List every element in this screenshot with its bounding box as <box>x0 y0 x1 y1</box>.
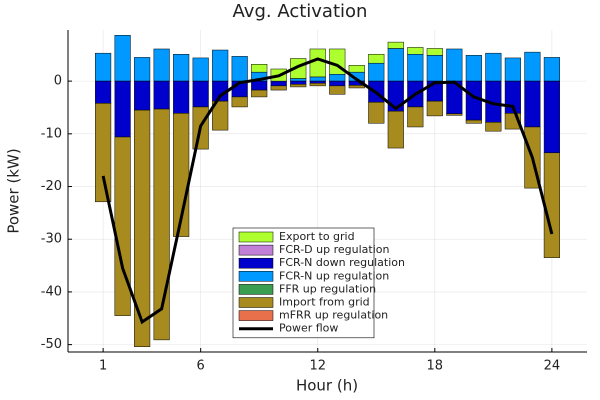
legend-swatch <box>238 297 274 308</box>
y-tick-label: -50 <box>41 337 62 352</box>
bar <box>504 57 521 82</box>
bar <box>270 85 287 91</box>
legend-label: Power flow <box>279 322 338 335</box>
y-tick-label: -10 <box>41 126 62 141</box>
bar <box>524 80 541 128</box>
bar <box>348 85 365 89</box>
x-tick-label: 12 <box>309 359 326 374</box>
bar <box>114 136 131 316</box>
bar <box>543 152 560 258</box>
bar <box>231 56 248 82</box>
bar <box>212 100 229 131</box>
legend-label: FCR-N down regulation <box>279 256 405 269</box>
bar <box>114 80 131 138</box>
bar <box>387 110 404 149</box>
bar <box>465 119 482 124</box>
bar <box>407 47 424 55</box>
bar <box>407 53 424 82</box>
y-tick-label: -30 <box>41 232 62 247</box>
bar <box>465 55 482 82</box>
y-axis-label: Power (kW) <box>5 148 23 233</box>
bar <box>251 64 268 73</box>
x-axis-label: Hour (h) <box>296 377 358 395</box>
legend-label: FCR-D up regulation <box>279 243 389 256</box>
bar <box>290 80 307 85</box>
bar <box>309 48 326 78</box>
legend-label: Export to grid <box>279 230 355 243</box>
bar <box>251 89 268 98</box>
bar <box>95 103 112 203</box>
bar <box>95 80 112 104</box>
bar <box>153 108 170 341</box>
legend-swatch <box>238 271 274 282</box>
bar <box>270 80 287 87</box>
legend-swatch <box>238 244 274 256</box>
bar <box>368 101 385 124</box>
bar <box>173 53 190 82</box>
bar <box>329 74 346 82</box>
bar <box>290 78 307 82</box>
bar <box>329 85 346 95</box>
bar <box>309 80 326 84</box>
bar <box>192 80 209 108</box>
bar <box>543 57 560 82</box>
bar <box>387 48 404 82</box>
bar <box>485 52 502 82</box>
bar <box>368 53 385 64</box>
bar <box>251 80 268 91</box>
bar <box>95 52 112 82</box>
bar <box>114 35 131 82</box>
y-tick-label: -20 <box>41 179 62 194</box>
legend-label: FCR-N up regulation <box>279 269 389 282</box>
chart-title: Avg. Activation <box>233 1 368 22</box>
bar <box>485 121 502 132</box>
legend-label: mFRR up regulation <box>279 309 388 322</box>
bar <box>309 76 326 82</box>
bar <box>348 65 365 73</box>
bar <box>231 96 248 108</box>
bar <box>368 62 385 82</box>
bar <box>446 48 463 82</box>
bar <box>192 57 209 82</box>
legend-swatch <box>238 231 274 243</box>
bar <box>309 82 326 87</box>
x-tick-label: 1 <box>99 359 107 374</box>
legend-label: FFR up regulation <box>279 282 376 295</box>
bar <box>426 48 443 56</box>
legend-swatch <box>238 310 274 321</box>
bar <box>387 41 404 49</box>
bar <box>329 80 346 87</box>
y-tick-label: -40 <box>41 284 62 299</box>
bar <box>134 57 151 82</box>
bar <box>426 100 443 117</box>
bar <box>524 51 541 82</box>
bar <box>153 80 170 110</box>
line <box>101 57 554 325</box>
bar <box>173 80 190 114</box>
x-tick-label: 24 <box>544 359 561 374</box>
bar <box>134 109 151 347</box>
bar <box>426 55 443 82</box>
bar <box>407 106 424 128</box>
bar <box>465 80 482 121</box>
x-tick-label: 6 <box>197 359 205 374</box>
bar <box>153 48 170 82</box>
x-tick-label: 18 <box>427 359 444 374</box>
bar <box>212 49 229 82</box>
bar <box>543 80 560 154</box>
y-tick-label: 0 <box>54 74 62 89</box>
bar <box>290 84 307 88</box>
bar <box>134 80 151 111</box>
legend-swatch <box>238 284 274 295</box>
bar <box>446 113 463 116</box>
legend-swatch <box>238 257 274 269</box>
legend-label: Import from grid <box>279 296 370 309</box>
